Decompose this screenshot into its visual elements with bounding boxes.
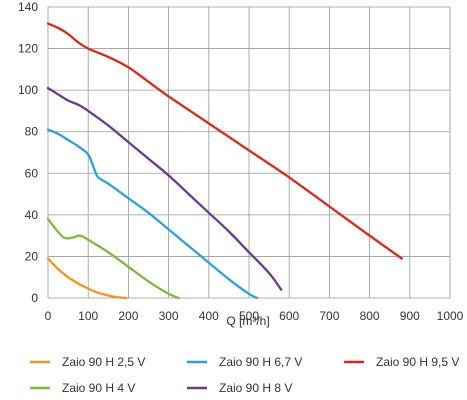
x-tick-label: 1000 [437,309,464,323]
legend-item: Zaio 90 H 9,5 V [344,355,459,369]
series-line-4 [46,86,283,291]
x-tick-label: 500 [239,309,259,323]
legend-item: Zaio 90 H 4 V [30,381,135,395]
x-tick-label: 700 [319,309,339,323]
y-tick-label: 40 [25,208,39,222]
y-tick-label: 80 [25,125,39,139]
legend-label: Zaio 90 H 6,7 V [219,355,302,369]
y-tick-labels: 0 20 40 60 80 100 120 140 [18,0,38,305]
grid-lines [47,6,451,299]
y-tick-label: 20 [25,249,39,263]
legend-item: Zaio 90 H 8 V [187,381,292,395]
legend-label: Zaio 90 H 4 V [62,381,135,395]
x-tick-label: 900 [400,309,420,323]
x-tick-label: 300 [159,309,179,323]
series-lines [46,22,403,300]
x-tick-label: 200 [118,309,138,323]
legend: Zaio 90 H 2,5 V Zaio 90 H 6,7 V Zaio 90 H … [30,355,459,395]
series-line-2 [46,217,180,300]
series-line-1 [46,257,128,300]
y-tick-label: 0 [31,291,38,305]
x-tick-label: 0 [45,309,52,323]
x-tick-label: 100 [78,309,98,323]
y-tick-label: 100 [18,83,38,97]
legend-label: Zaio 90 H 8 V [219,381,292,395]
legend-item: Zaio 90 H 2,5 V [30,355,145,369]
y-tick-label: 120 [18,42,38,56]
x-tick-label: 800 [360,309,380,323]
legend-label: Zaio 90 H 9,5 V [376,355,459,369]
series-line-5 [46,22,403,260]
y-tick-label: 140 [18,0,38,14]
series-line-3 [46,128,259,300]
y-tick-label: 60 [25,166,39,180]
x-axis-title: Q [m³/h] [226,314,269,328]
legend-label: Zaio 90 H 2,5 V [62,355,145,369]
x-tick-labels: 0 100 200 300 400 500 600 700 800 900 1000 [45,309,464,323]
x-tick-label: 600 [279,309,299,323]
legend-item: Zaio 90 H 6,7 V [187,355,302,369]
x-tick-label: 400 [199,309,219,323]
